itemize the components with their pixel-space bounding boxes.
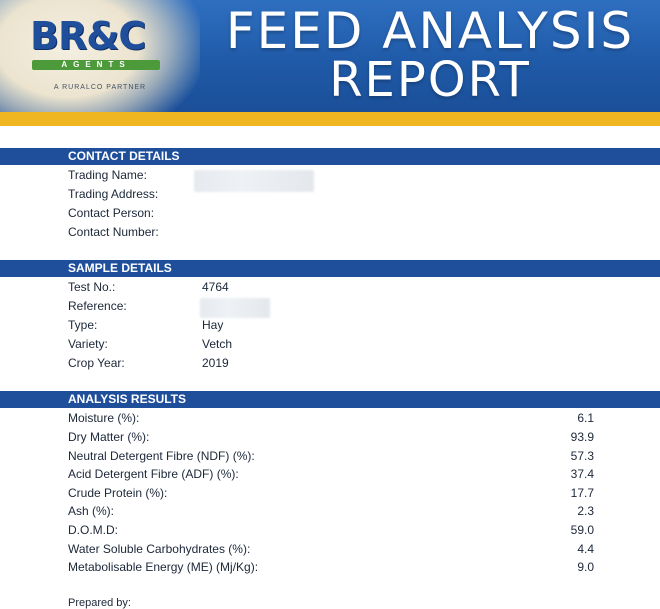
- result-label: Water Soluble Carbohydrates (%):: [68, 542, 251, 556]
- result-label: Acid Detergent Fibre (ADF) (%):: [68, 467, 239, 481]
- contact-details-heading: CONTACT DETAILS: [0, 148, 660, 165]
- field-label: Type:: [68, 318, 98, 332]
- result-value: 17.7: [570, 486, 594, 500]
- header-gold-band: [0, 112, 660, 126]
- field-label: Contact Person:: [68, 206, 155, 220]
- sample-row: Test No.: 4764: [68, 278, 628, 297]
- logo-backdrop: [0, 0, 200, 112]
- result-value: 93.9: [570, 430, 594, 444]
- field-value: Hay: [202, 318, 224, 332]
- logo-tagline: A RURALCO PARTNER: [53, 84, 147, 91]
- analysis-results-heading: ANALYSIS RESULTS: [0, 391, 660, 408]
- analysis-row: Acid Detergent Fibre (ADF) (%): 37.4: [68, 465, 628, 484]
- sample-row: Crop Year: 2019: [68, 354, 628, 373]
- sample-row: Type: Hay: [68, 316, 628, 335]
- analysis-row: Water Soluble Carbohydrates (%): 4.4: [68, 540, 628, 559]
- logo-wordmark: BR&C: [30, 14, 146, 58]
- field-label: Trading Address:: [68, 187, 159, 201]
- result-label: Ash (%):: [68, 504, 115, 518]
- logo-subtitle: AGENTS: [61, 60, 131, 69]
- prepared-by-label: Prepared by:: [68, 597, 131, 609]
- result-label: Neutral Detergent Fibre (NDF) (%):: [68, 449, 255, 463]
- contact-row: Trading Name:: [68, 166, 628, 185]
- analysis-row: Ash (%): 2.3: [68, 502, 628, 521]
- report-title-line2: REPORT: [329, 52, 531, 108]
- result-value: 4.4: [577, 542, 594, 556]
- analysis-row: Neutral Detergent Fibre (NDF) (%): 57.3: [68, 447, 628, 466]
- result-value: 2.3: [577, 504, 594, 518]
- analysis-row: Dry Matter (%): 93.9: [68, 428, 628, 447]
- field-value: Vetch: [202, 337, 233, 351]
- result-label: Crude Protein (%):: [68, 486, 168, 500]
- contact-row: Contact Person:: [68, 204, 628, 223]
- field-label: Test No.:: [68, 280, 116, 294]
- result-value: 59.0: [570, 523, 594, 537]
- redacted-block: [200, 298, 270, 318]
- sample-row: Reference:: [68, 297, 628, 316]
- field-value: 2019: [202, 356, 229, 370]
- logo-stripe: [32, 60, 160, 70]
- field-label: Contact Number:: [68, 225, 159, 239]
- result-value: 6.1: [577, 411, 594, 425]
- result-label: Dry Matter (%):: [68, 430, 150, 444]
- result-value: 9.0: [577, 560, 594, 574]
- sample-details-heading: SAMPLE DETAILS: [0, 260, 660, 277]
- section-heading-text: ANALYSIS RESULTS: [68, 392, 187, 406]
- field-label: Reference:: [68, 299, 127, 313]
- result-label: Metabolisable Energy (ME) (Mj/Kg):: [68, 560, 259, 574]
- analysis-row: Moisture (%): 6.1: [68, 409, 628, 428]
- report-title-line1: FEED ANALYSIS: [225, 2, 635, 60]
- result-label: D.O.M.D:: [68, 523, 118, 537]
- sample-row: Variety: Vetch: [68, 335, 628, 354]
- report-header: BR&C AGENTS A RURALCO PARTNER FEED ANALY…: [0, 0, 660, 112]
- result-value: 57.3: [570, 449, 594, 463]
- redacted-block: [194, 170, 314, 192]
- analysis-row: Metabolisable Energy (ME) (Mj/Kg): 9.0: [68, 558, 628, 577]
- result-label: Moisture (%):: [68, 411, 140, 425]
- field-value: 4764: [202, 280, 229, 294]
- result-value: 37.4: [570, 467, 594, 481]
- section-heading-text: CONTACT DETAILS: [68, 149, 180, 163]
- field-label: Variety:: [68, 337, 108, 351]
- company-logo: BR&C AGENTS A RURALCO PARTNER: [28, 14, 168, 94]
- analysis-row: D.O.M.D: 59.0: [68, 521, 628, 540]
- section-heading-text: SAMPLE DETAILS: [68, 261, 172, 275]
- analysis-row: Crude Protein (%): 17.7: [68, 484, 628, 503]
- contact-row: Trading Address:: [68, 185, 628, 204]
- field-label: Trading Name:: [68, 168, 147, 182]
- field-label: Crop Year:: [68, 356, 125, 370]
- contact-row: Contact Number:: [68, 223, 628, 242]
